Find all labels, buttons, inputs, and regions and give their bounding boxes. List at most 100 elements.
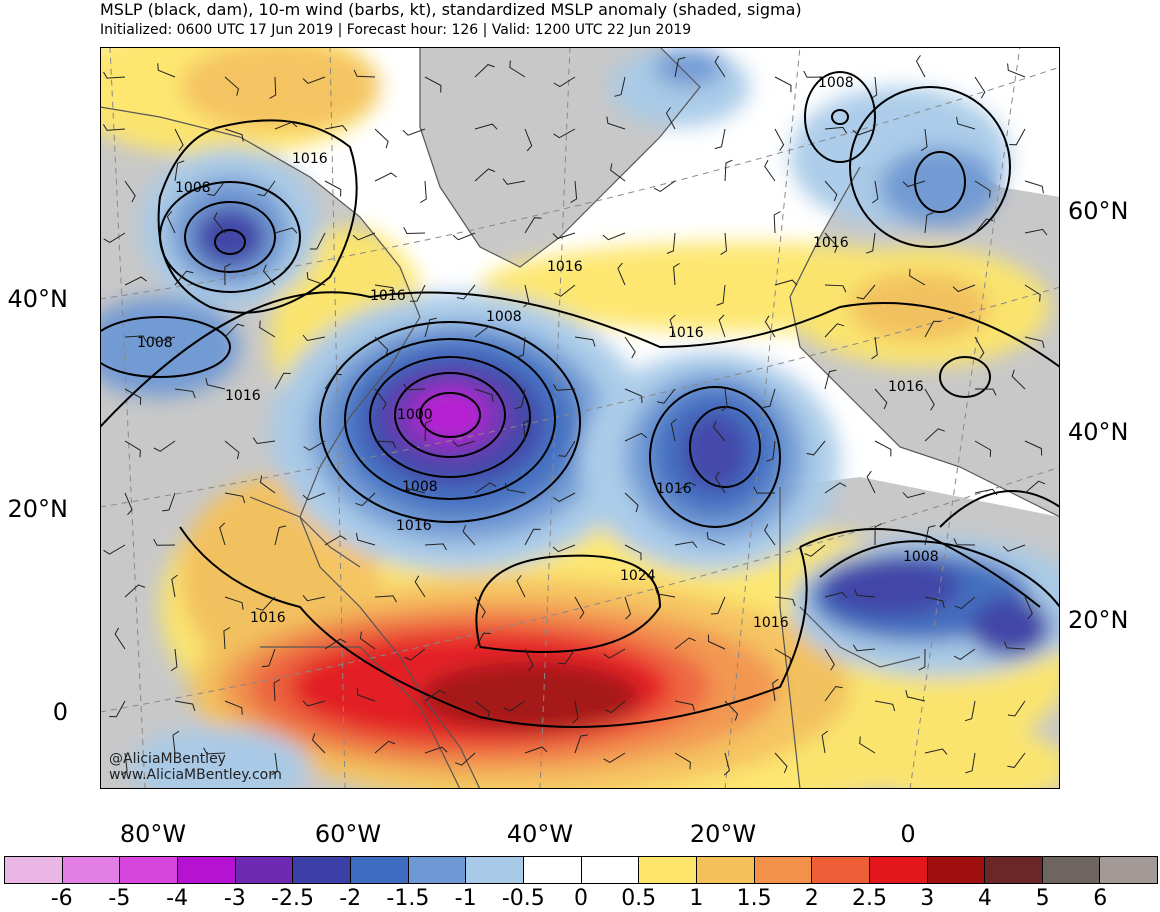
wind-barb [452, 440, 476, 447]
colorbar-tick-label: 4 [977, 886, 992, 911]
wind-barb [924, 320, 941, 338]
wind-barb [856, 284, 876, 300]
isobar-label: 1016 [668, 325, 704, 341]
wind-barb [557, 648, 576, 665]
wind-barb [714, 471, 726, 494]
wind-barb [271, 752, 278, 776]
wind-barb [964, 700, 976, 722]
wind-barb [859, 736, 876, 754]
wind-barb [924, 388, 935, 411]
wind-barbs [102, 55, 1048, 776]
wind-barb [707, 634, 726, 650]
wind-barb [710, 596, 726, 615]
colorbar-segment [754, 857, 813, 883]
wind-barb [720, 232, 728, 256]
wind-barb [674, 541, 698, 548]
wind-barb [772, 678, 779, 702]
wind-barb [224, 323, 245, 338]
wind-barb [114, 627, 126, 650]
isobar-label: 1016 [292, 151, 328, 167]
wind-barb [669, 314, 676, 338]
colorbar-segment [1100, 857, 1158, 883]
wind-barb [524, 746, 548, 754]
wind-barb [656, 388, 676, 404]
colorbar-tick-label: -3 [223, 886, 246, 911]
wind-barb [824, 648, 835, 671]
wind-barb [574, 596, 585, 619]
wind-barb [203, 747, 226, 755]
isobar-label: 1016 [250, 610, 286, 626]
isobars [100, 71, 1060, 728]
wind-barb [624, 388, 643, 404]
wind-barb [474, 325, 496, 338]
wind-barb [157, 63, 176, 78]
wind-barb [324, 125, 348, 132]
wind-barb [404, 648, 426, 661]
colorbar-tick-label: -2.5 [271, 886, 314, 911]
wind-barb [424, 746, 448, 754]
wind-barb [974, 218, 994, 234]
isobar-label: 1016 [396, 518, 432, 534]
wind-barb [124, 584, 146, 598]
wind-barb [824, 284, 847, 293]
wind-barb [574, 336, 596, 347]
wind-barb [424, 689, 447, 702]
wind-barb [553, 492, 576, 503]
wind-barb [274, 121, 298, 130]
wind-barb [865, 232, 876, 254]
wind-barb [524, 217, 542, 234]
credit-handle: @AliciaMBentley [109, 751, 226, 767]
wind-barb [824, 482, 847, 494]
wind-barb [874, 388, 888, 410]
isobar-label: 1008 [486, 309, 522, 325]
isobar-labels: 1008 1016 1016 1008 1016 1016 1008 1000 … [137, 75, 939, 631]
wind-barb [474, 632, 491, 650]
wind-barb [474, 64, 495, 78]
wind-barb [103, 232, 126, 243]
wind-barb [309, 232, 326, 250]
wind-barb [424, 76, 442, 93]
wind-barb [674, 481, 697, 494]
isobar-label: 1000 [397, 407, 433, 423]
wind-barb [255, 596, 276, 611]
wind-barb [766, 440, 776, 462]
colorbar-tick-label: 2.5 [852, 886, 887, 911]
isobar-label: 1016 [656, 481, 692, 497]
wind-barb [224, 76, 240, 96]
colorbar-segment [466, 857, 524, 883]
wind-barb [712, 420, 726, 442]
wind-barb [523, 284, 530, 308]
wind-barb [774, 752, 788, 774]
wind-barb [874, 700, 896, 712]
wind-barb [1007, 700, 1026, 717]
isobar-label: 1008 [402, 479, 438, 495]
colorbar-tick-label: 6 [1093, 886, 1108, 911]
wind-barb [902, 492, 926, 499]
lon-label-20w: 20°W [689, 820, 757, 848]
wind-barb [257, 180, 276, 197]
wind-barb [356, 688, 376, 702]
wind-barb [324, 535, 347, 546]
wind-barb [774, 128, 785, 151]
wind-barb [224, 263, 232, 286]
wind-barb [974, 76, 986, 99]
wind-barb [974, 336, 985, 359]
colorbar-tick-label: 1 [689, 886, 704, 911]
wind-barb [524, 128, 533, 152]
wind-barb [424, 419, 433, 442]
lat-label-40n-right: 40°N [1068, 418, 1129, 446]
wind-barb [952, 284, 976, 293]
wind-barb [603, 752, 626, 763]
colorbar-segment [696, 857, 755, 883]
wind-barb [174, 700, 196, 711]
wind-barb [103, 71, 126, 79]
wind-barb [909, 268, 926, 286]
wind-barb [974, 388, 997, 396]
isobar-label: 1008 [175, 180, 211, 196]
map-panel: 1008 1016 1016 1008 1016 1016 1008 1000 … [100, 47, 1060, 789]
wind-barb [224, 700, 243, 715]
colorbar-segment [985, 857, 1043, 883]
colorbar-segment [5, 857, 63, 883]
wind-barb [1024, 336, 1045, 349]
wind-barb [263, 264, 276, 286]
